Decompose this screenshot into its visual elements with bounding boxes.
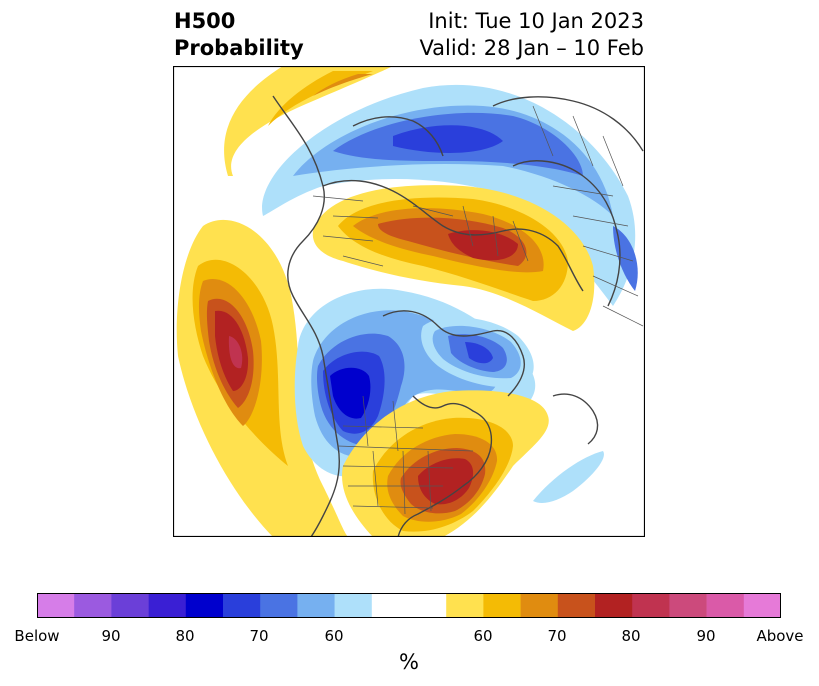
map-border <box>173 66 645 537</box>
colorbar-cell-2 <box>111 593 149 618</box>
colorbar-cell-13 <box>557 593 596 618</box>
colorbar-cell-16 <box>669 593 707 618</box>
valid-range: Valid: 28 Jan – 10 Feb <box>419 36 644 60</box>
colorbar-cell-18 <box>743 593 781 618</box>
colorbar-tick-above-70: 70 <box>547 627 567 645</box>
colorbar-cell-17 <box>706 593 745 618</box>
colorbar-cell-14 <box>595 593 633 618</box>
colorbar-tick-above-60: 60 <box>473 627 493 645</box>
colorbar-tick-above: Above <box>756 627 804 645</box>
colorbar-cell-1 <box>74 593 112 618</box>
colorbar-cell-3 <box>148 593 187 618</box>
colorbar-cell-4 <box>185 593 224 618</box>
colorbar-cell-5 <box>223 593 261 618</box>
init-date: Init: Tue 10 Jan 2023 <box>428 9 644 33</box>
colorbar-cell-9 <box>371 593 447 618</box>
colorbar-tick-below-60: 60 <box>324 627 344 645</box>
colorbar-unit-label: % <box>399 650 419 674</box>
north-atlantic-positive-anomaly <box>224 66 393 176</box>
title-variable: H500 <box>174 9 236 33</box>
colorbar-cell-11 <box>483 593 521 618</box>
colorbar <box>37 593 781 618</box>
hudson-bay-negative-anomaly <box>421 317 534 388</box>
colorbar-tick-below-80: 80 <box>175 627 195 645</box>
colorbar-cell-6 <box>260 593 298 618</box>
title-product: Probability <box>174 36 304 60</box>
chart-title-right: Init: Tue 10 Jan 2023 Valid: 28 Jan – 10… <box>419 8 644 62</box>
colorbar-cell-12 <box>520 593 559 618</box>
colorbar-tick-below-70: 70 <box>249 627 269 645</box>
political-borders <box>312 105 644 515</box>
colorbar-tick-above-90: 90 <box>696 627 716 645</box>
colorbar-cell-8 <box>334 593 373 618</box>
coastlines <box>272 95 644 537</box>
colorbar-tick-above-80: 80 <box>621 627 641 645</box>
colorbar-tick-below-90: 90 <box>101 627 121 645</box>
russia-positive-anomaly <box>312 185 595 331</box>
colorbar-tick-below: Below <box>14 627 60 645</box>
pacific-positive-anomaly <box>176 220 348 537</box>
colorbar-cell-7 <box>297 593 335 618</box>
arctic-siberia-negative-anomaly <box>262 84 638 306</box>
colorbar-cells <box>37 593 781 618</box>
colorbar-cell-10 <box>446 593 484 618</box>
colorbar-cell-0 <box>37 593 75 618</box>
chart-title-left: H500 Probability <box>174 8 304 62</box>
atlantic-negative-anomaly <box>533 451 604 503</box>
colorbar-border <box>37 593 781 618</box>
probability-map <box>173 66 645 537</box>
colorbar-cell-15 <box>632 593 670 618</box>
